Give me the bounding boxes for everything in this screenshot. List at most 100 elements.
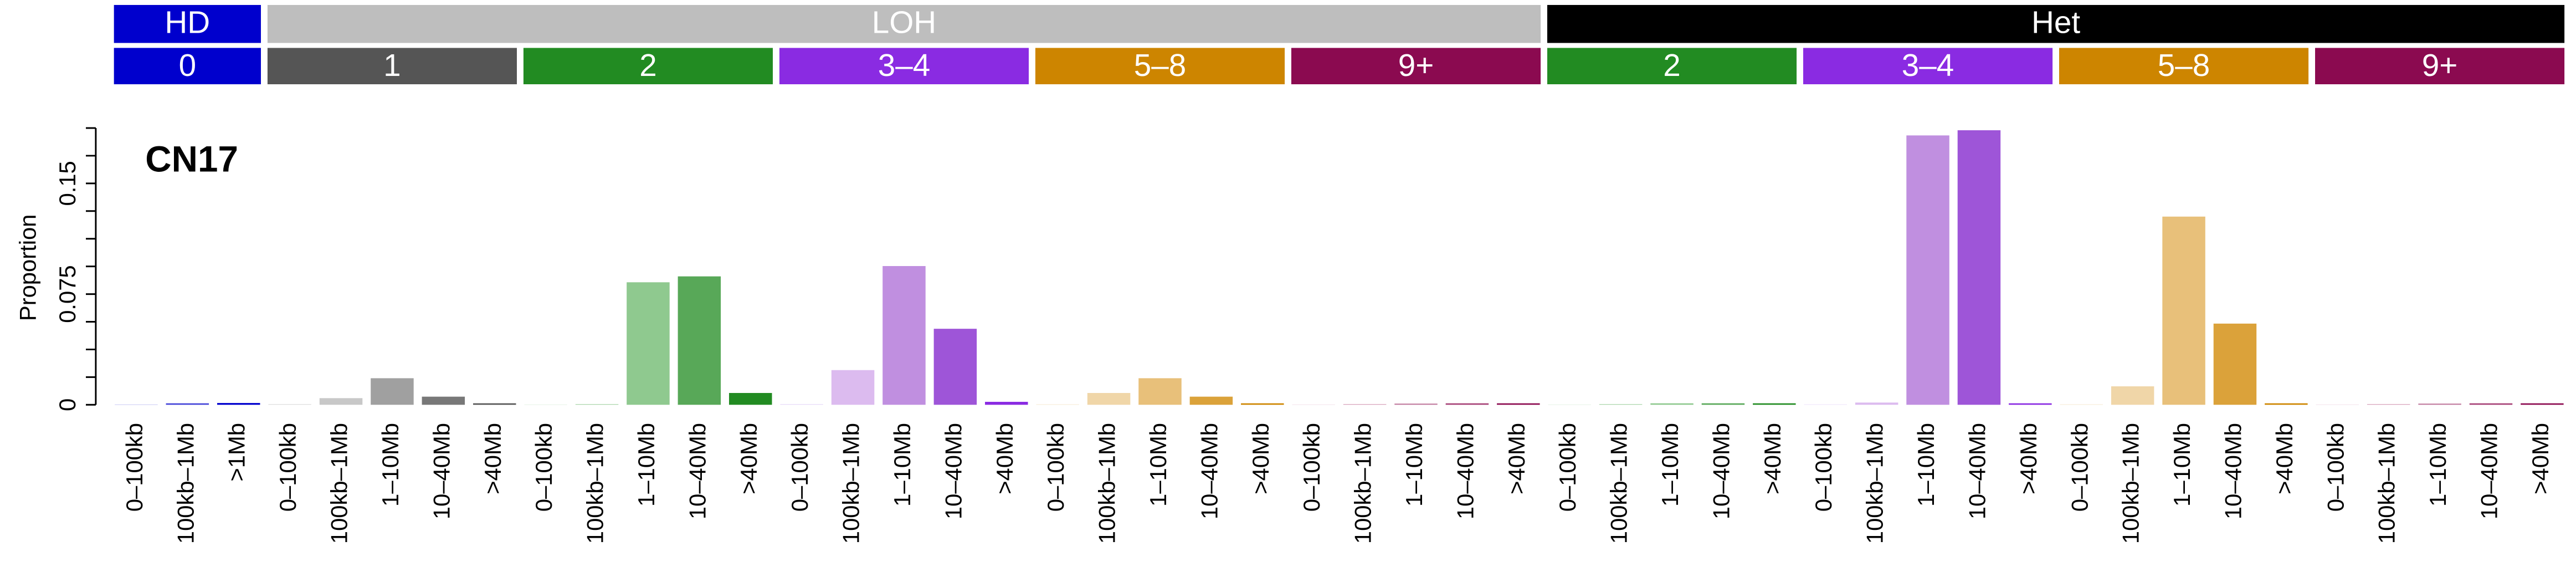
subgroup-band bbox=[2315, 48, 2565, 85]
bar bbox=[319, 398, 363, 405]
bar bbox=[933, 329, 977, 405]
subgroup-label: 2 bbox=[1663, 48, 1681, 83]
bar bbox=[268, 404, 311, 405]
x-tick-label: >40Mb bbox=[1503, 423, 1530, 494]
subgroup-band bbox=[779, 48, 1029, 85]
bar bbox=[2213, 323, 2257, 405]
subgroup-label: 9+ bbox=[1398, 48, 1434, 83]
bar bbox=[1855, 402, 1898, 405]
x-tick-label: 0–100kb bbox=[1043, 423, 1069, 512]
subgroup-band bbox=[267, 48, 517, 85]
x-tick-label: 10–40Mb bbox=[1452, 423, 1478, 519]
subgroup-band bbox=[2059, 48, 2309, 85]
bar bbox=[1394, 404, 1438, 405]
y-tick-label: 0.075 bbox=[54, 265, 80, 323]
x-tick-label: 0–100kb bbox=[1299, 423, 1325, 512]
bar bbox=[2060, 404, 2103, 405]
x-tick-label: 0–100kb bbox=[275, 423, 301, 512]
group-label: LOH bbox=[872, 6, 936, 40]
bar bbox=[2265, 403, 2308, 405]
bar bbox=[1445, 403, 1489, 405]
bar bbox=[2009, 403, 2052, 405]
bar bbox=[1138, 378, 1182, 405]
x-tick-label: 10–40Mb bbox=[1708, 423, 1734, 519]
x-tick-label: 100kb–1Mb bbox=[1606, 423, 1632, 544]
x-tick-label: >40Mb bbox=[480, 423, 506, 494]
bar bbox=[1599, 404, 1643, 405]
x-tick-label: 10–40Mb bbox=[1196, 423, 1222, 519]
x-tick-label: 100kb–1Mb bbox=[838, 423, 864, 544]
x-tick-label: 10–40Mb bbox=[428, 423, 454, 519]
x-tick-label: 0–100kb bbox=[2322, 423, 2348, 512]
bar bbox=[1753, 403, 1796, 405]
bar bbox=[2367, 404, 2410, 405]
x-tick-label: >40Mb bbox=[736, 423, 762, 494]
bar bbox=[627, 282, 670, 405]
bar bbox=[678, 276, 721, 405]
x-tick-label: 10–40Mb bbox=[684, 423, 710, 519]
bar bbox=[371, 378, 414, 405]
bar bbox=[1650, 403, 1694, 405]
bar bbox=[2469, 403, 2513, 405]
x-tick-label: 100kb–1Mb bbox=[1094, 423, 1120, 544]
bar bbox=[1189, 396, 1233, 405]
x-tick-label: 0–100kb bbox=[2066, 423, 2092, 512]
x-tick-label: 0–100kb bbox=[121, 423, 147, 512]
bar bbox=[1804, 404, 1847, 405]
x-tick-label: 100kb–1Mb bbox=[582, 423, 608, 544]
group-band bbox=[267, 4, 1541, 43]
subgroup-band bbox=[1291, 48, 1541, 85]
bar bbox=[729, 392, 772, 405]
subgroup-label: 5–8 bbox=[2158, 48, 2210, 83]
x-tick-label: 100kb–1Mb bbox=[2118, 423, 2144, 544]
bar bbox=[575, 404, 619, 405]
subgroup-label: 9+ bbox=[2422, 48, 2458, 83]
x-tick-label: 10–40Mb bbox=[1964, 423, 1990, 519]
x-tick-label: 10–40Mb bbox=[2220, 423, 2246, 519]
bar bbox=[1497, 403, 1540, 405]
subgroup-band bbox=[523, 48, 773, 85]
y-tick-label: 0 bbox=[54, 399, 80, 411]
x-tick-label: 100kb–1Mb bbox=[1862, 423, 1888, 544]
x-tick-label: 1–10Mb bbox=[1657, 423, 1683, 507]
x-tick-label: 0–100kb bbox=[531, 423, 557, 512]
x-tick-label: >40Mb bbox=[2015, 423, 2041, 494]
subgroup-label: 2 bbox=[639, 48, 657, 83]
bar bbox=[1906, 135, 1949, 405]
x-tick-label: >40Mb bbox=[1248, 423, 1274, 494]
x-tick-label: >40Mb bbox=[2271, 423, 2297, 494]
subgroup-band bbox=[1547, 48, 1797, 85]
x-tick-label: 0–100kb bbox=[787, 423, 813, 512]
bar bbox=[882, 266, 926, 405]
group-band bbox=[114, 4, 261, 43]
x-tick-label: >40Mb bbox=[2527, 423, 2553, 494]
y-tick-label: 0.15 bbox=[54, 161, 80, 206]
subgroup-band bbox=[1803, 48, 2053, 85]
y-axis-label: Proportion bbox=[15, 215, 41, 321]
subgroup-label: 0 bbox=[179, 48, 197, 83]
bar bbox=[1957, 130, 2001, 405]
bar bbox=[985, 401, 1028, 405]
x-tick-label: 10–40Mb bbox=[940, 423, 966, 519]
bar bbox=[2111, 386, 2154, 405]
x-tick-label: >40Mb bbox=[1759, 423, 1785, 494]
x-tick-label: 1–10Mb bbox=[2425, 423, 2451, 507]
x-tick-label: >40Mb bbox=[992, 423, 1018, 494]
subgroup-label: 5–8 bbox=[1134, 48, 1186, 83]
group-label: HD bbox=[165, 6, 210, 40]
bar bbox=[780, 404, 823, 405]
bar bbox=[1701, 403, 1745, 405]
bar bbox=[1241, 403, 1284, 405]
subgroup-band bbox=[1035, 48, 1285, 85]
bar bbox=[1036, 404, 1079, 405]
subgroup-label: 1 bbox=[383, 48, 401, 83]
x-tick-label: 10–40Mb bbox=[2476, 423, 2502, 519]
subgroup-label: 3–4 bbox=[878, 48, 930, 83]
bar bbox=[166, 403, 209, 405]
bar bbox=[422, 396, 465, 405]
bar bbox=[1343, 404, 1387, 405]
group-band bbox=[1547, 4, 2565, 43]
x-tick-label: 0–100kb bbox=[1554, 423, 1581, 512]
x-tick-label: 0–100kb bbox=[1810, 423, 1836, 512]
